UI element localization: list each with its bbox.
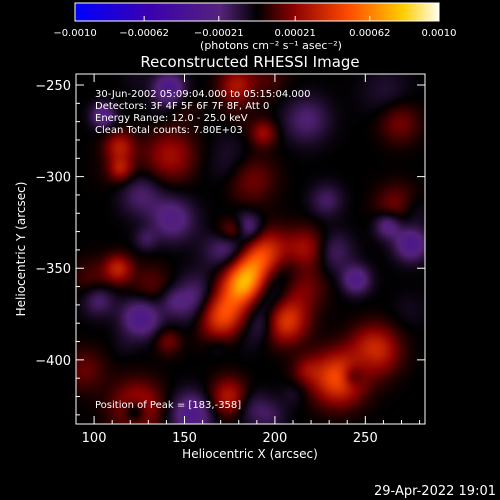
- y-tick-label: −300: [35, 171, 71, 186]
- colorbar: −0.0010 −0.00062 −0.00021 0.00021 0.00062 0.0…: [53, 2, 457, 52]
- x-tick-label: 100: [82, 431, 107, 446]
- plot-area: 100 150 200 250 −250 −300 −350 −400 30-Jun-2002…: [35, 73, 426, 446]
- colorbar-tick-label: 0.0010: [422, 28, 457, 39]
- y-tick-label: −350: [35, 262, 71, 277]
- axis-ticks: 100 150 200 250 −250 −300 −350 −400: [35, 74, 425, 446]
- colorbar-ticks: −0.0010 −0.00062 −0.00021 0.00021 0.00062 0.0…: [53, 16, 457, 39]
- peak-position-label: Position of Peak = [183,-358]: [95, 400, 241, 411]
- y-tick-label: −400: [35, 354, 71, 369]
- annotation-block: 30-Jun-2002 05:09:04.000 to 05:15:04.000…: [95, 89, 311, 136]
- colorbar-tick-label: 0.00062: [349, 28, 390, 39]
- colorbar-unit: (photons cm⁻² s⁻¹ asec⁻²): [200, 39, 342, 52]
- x-tick-label: 150: [172, 431, 197, 446]
- annotation-energy: Energy Range: 12.0 - 25.0 keV: [95, 113, 248, 124]
- colorbar-tick-label: −0.0010: [53, 28, 96, 39]
- x-tick-label: 200: [262, 431, 287, 446]
- colorbar-tick-label: −0.00021: [194, 28, 244, 39]
- annotation-detectors: Detectors: 3F 4F 5F 6F 7F 8F, Att 0: [95, 101, 269, 112]
- annotation-time: 30-Jun-2002 05:09:04.000 to 05:15:04.000: [95, 89, 311, 100]
- heatmap-image: [76, 74, 425, 424]
- y-axis-label: Heliocentric Y (arcsec): [14, 182, 28, 317]
- chart-title: Reconstructed RHESSI Image: [140, 53, 359, 71]
- timestamp: 29-Apr-2022 19:01: [374, 484, 496, 499]
- annotation-clean: Clean Total counts: 7.80E+03: [95, 125, 243, 136]
- colorbar-tick-label: −0.00062: [119, 28, 169, 39]
- x-axis-label: Heliocentric X (arcsec): [182, 447, 318, 461]
- plot-frame: [75, 73, 426, 425]
- x-tick-label: 250: [353, 431, 378, 446]
- y-tick-label: −250: [35, 79, 71, 94]
- colorbar-tick-label: 0.00021: [275, 28, 316, 39]
- colorbar-gradient: [74, 2, 440, 22]
